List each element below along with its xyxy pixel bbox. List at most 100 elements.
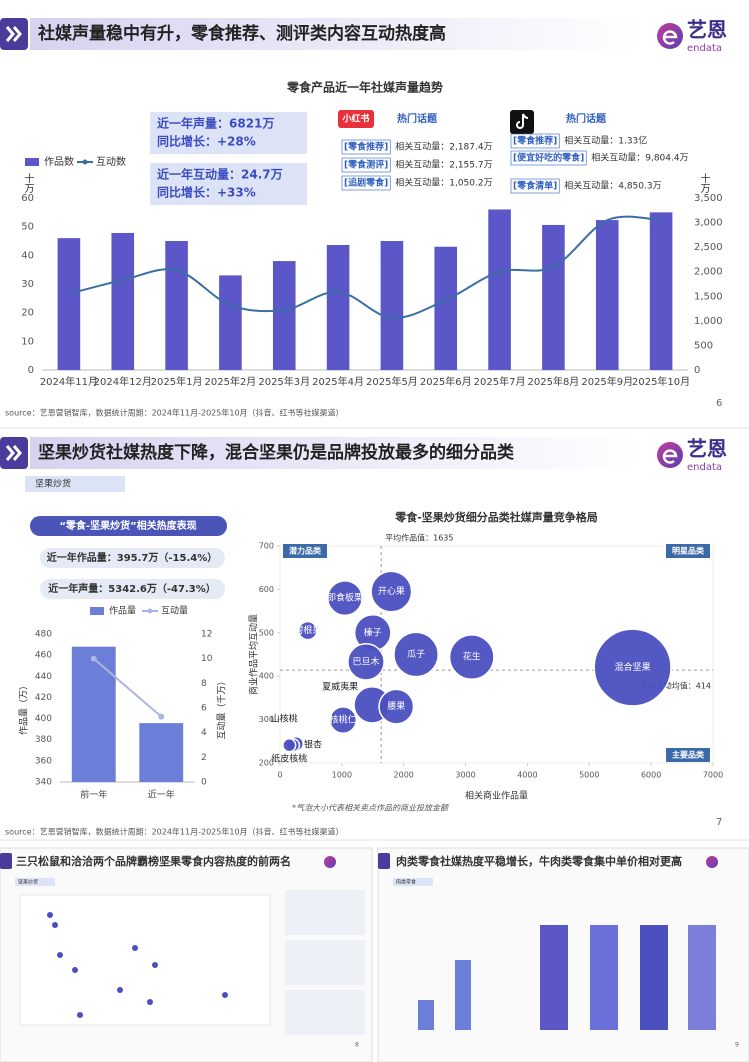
chart-note: *气泡大小代表相关卖点作品的商业投放金额 xyxy=(292,804,450,813)
legend-swatch xyxy=(90,607,104,615)
x-tick-label: 前一年 xyxy=(80,789,107,801)
bubble-label: 巴旦木 xyxy=(352,655,379,667)
bar xyxy=(57,238,81,370)
topic-text: 相关互动量：1,050.2万 xyxy=(395,177,492,189)
topic-tag-box xyxy=(510,178,560,194)
topic-text: 相关互动量：4,850.3万 xyxy=(564,180,661,192)
bar xyxy=(542,224,565,370)
topic-tag: [零食清单] xyxy=(513,180,557,192)
bar xyxy=(71,646,116,782)
page-number: 6 xyxy=(716,398,722,409)
slide-header: 社媒声量稳中有升，零食推荐、测评类内容互动热度高 xyxy=(0,18,640,50)
thumb-title: 三只松鼠和洽洽两个品牌霸榜坚果零食内容热度的前两名 xyxy=(16,854,291,868)
x-tick-label: 0 xyxy=(277,771,282,780)
line-point xyxy=(90,655,97,662)
y-axis-label: 商业作品平均互动量 xyxy=(248,614,260,695)
legend-label: 作品量 xyxy=(109,605,136,617)
bar xyxy=(272,261,296,370)
topic-tag: [零食推荐] xyxy=(344,141,388,153)
thumbnail: 三只松鼠和洽洽两个品牌霸榜坚果零食内容热度的前两名 坚果炒货 8 xyxy=(0,847,373,1062)
logo: 艺恩 endata xyxy=(657,18,727,54)
x-tick-label: 6000 xyxy=(641,771,661,780)
x-axis-label: 相关商业作品量 xyxy=(465,790,528,802)
bar xyxy=(649,212,673,370)
bubble-label: 腰果 xyxy=(387,701,405,712)
topic-tag-box xyxy=(510,133,560,149)
bar xyxy=(219,275,242,370)
y-tick-label: 360 xyxy=(35,756,52,766)
y-tick-label: 20 xyxy=(21,308,34,319)
y-tick-label: 340 xyxy=(35,778,52,788)
y-tick-label: 60 xyxy=(21,193,34,204)
y-tick-label: 50 xyxy=(21,222,34,233)
bar xyxy=(139,723,184,782)
xhs-icon xyxy=(338,110,374,128)
bar xyxy=(488,209,511,370)
logo-sub: endata xyxy=(687,462,722,473)
bubble-label: 花生 xyxy=(463,651,481,663)
topic-tag-box xyxy=(341,157,391,173)
y-tick-label: 500 xyxy=(259,628,274,637)
topic-text: 相关互动量：2,155.7万 xyxy=(395,159,492,171)
y2-tick-label: 2,500 xyxy=(694,242,723,253)
quadrant-label: 主要品类 xyxy=(672,750,704,760)
y-tick-label: 200 xyxy=(259,759,274,768)
bar xyxy=(111,232,135,370)
y2-tick-label: 2,000 xyxy=(694,267,723,278)
legend-label: 互动量 xyxy=(161,606,188,617)
panel-pill xyxy=(30,516,227,536)
chart-title: 零食产品近一年社媒声量趋势 xyxy=(286,80,443,95)
tag xyxy=(25,476,125,492)
bar xyxy=(326,245,350,370)
topic-tag-box xyxy=(510,150,587,166)
topic-text: 相关互动量：2,187.4万 xyxy=(395,141,492,153)
kpi: 同比增长：+33% xyxy=(157,185,256,200)
bubble-label: 即食板栗 xyxy=(327,592,363,604)
quadrant-label: 潜力品类 xyxy=(289,546,321,556)
x-tick-label: 2025年8月 xyxy=(528,375,580,388)
quadrant-tag xyxy=(666,544,710,558)
y2-tick-label: 4 xyxy=(201,728,207,738)
topic-heading: 热门话题 xyxy=(566,112,607,125)
y2-tick-label: 12 xyxy=(201,630,212,640)
thumb-title: 肉类零食社媒热度平稳增长，牛肉类零食集中单价相对更高 xyxy=(396,854,682,868)
bubble xyxy=(593,628,672,707)
x-tick-label: 1000 xyxy=(332,771,352,780)
y-tick-label: 380 xyxy=(35,735,52,745)
topic-tag-box xyxy=(341,139,391,155)
bubble xyxy=(393,631,440,678)
y2-tick-label: 2 xyxy=(201,753,207,763)
bubble xyxy=(326,580,363,617)
topic-tag: [零食推荐] xyxy=(513,135,557,147)
x-tick-label: 2025年4月 xyxy=(312,375,364,388)
y2-axis-label: 互动量（千万） xyxy=(217,676,228,739)
legend-swatch xyxy=(82,159,88,165)
y-tick-label: 400 xyxy=(35,714,52,724)
bubble-label: 夏威夷果 xyxy=(322,680,358,692)
x-tick-label: 7000 xyxy=(703,771,723,780)
page-number: 8 xyxy=(355,1042,359,1049)
bubble-label: 混合坚果 xyxy=(615,661,651,673)
bubble xyxy=(329,706,358,734)
logo-sub: endata xyxy=(687,43,722,54)
quadrant-tag xyxy=(283,544,327,558)
bubble-label: 山核桃 xyxy=(271,712,298,724)
x-tick-label: 2024年11月 xyxy=(40,375,98,388)
y2-axis-label: 十万 xyxy=(698,172,710,194)
quadrant-label: 明星品类 xyxy=(672,546,704,556)
bubble-label: 银杏 xyxy=(304,739,322,751)
x-tick-label: 近一年 xyxy=(148,789,175,801)
x-tick-label: 4000 xyxy=(517,771,537,780)
y-tick-label: 0 xyxy=(28,365,34,376)
reference-label: 平均互动均值：414 xyxy=(640,681,711,691)
quadrant-tag xyxy=(666,748,710,762)
bubble-label: 榛子 xyxy=(364,626,382,638)
x-tick-label: 2025年7月 xyxy=(474,375,526,388)
kpi: 近一年声量：5342.6万（-47.3%） xyxy=(48,582,215,595)
y2-tick-label: 500 xyxy=(694,340,713,351)
bar xyxy=(595,220,619,370)
source: source：艺恩营销智库，数据统计周期：2024年11月-2025年10月（抖… xyxy=(5,408,344,418)
kpi-pill xyxy=(40,579,225,599)
y-tick-label: 30 xyxy=(21,279,34,290)
